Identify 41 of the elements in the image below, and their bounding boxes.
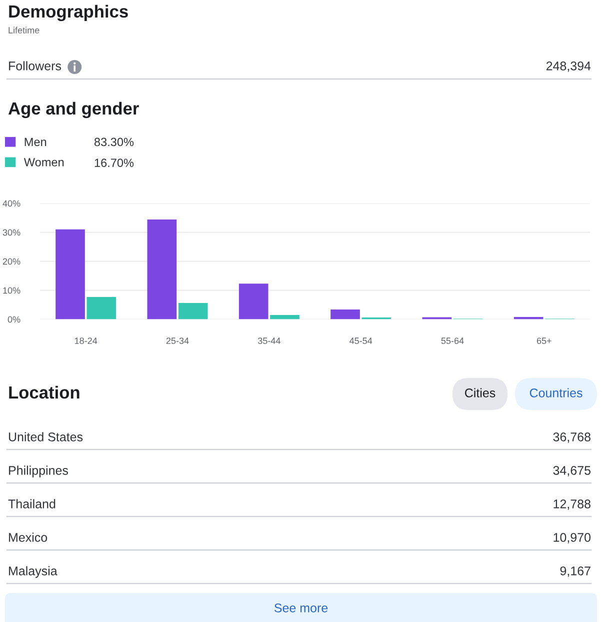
text: Followers <box>9 61 62 70</box>
text: 36,768 <box>553 432 590 443</box>
legend-label: Women <box>24 158 64 166</box>
text: 16.70% <box>94 158 134 168</box>
text: Lifetime <box>8 26 40 34</box>
text: 83.30% <box>94 138 134 146</box>
text: 34,675 <box>553 466 590 476</box>
text: United States <box>8 432 83 442</box>
x-tick-label: 65+ <box>536 338 552 344</box>
text: Location <box>9 386 80 399</box>
bar <box>330 309 360 320</box>
text: Thailand <box>8 499 56 508</box>
x-tick-label: 45-54 <box>349 338 372 344</box>
text: Philippines <box>9 466 68 478</box>
x-tick-label: 35-44 <box>258 338 280 344</box>
bar <box>147 220 177 320</box>
text: Cities <box>465 388 496 398</box>
y-tick-label: 0% <box>8 316 20 323</box>
y-tick-label: 40% <box>2 200 20 207</box>
y-tick-label: 20% <box>2 258 20 265</box>
y-tick-label: 30% <box>2 229 20 236</box>
text: 9,167 <box>560 566 590 577</box>
text: Demographics <box>9 4 128 22</box>
legend-label: Men <box>24 138 46 146</box>
y-tick-label: 10% <box>3 287 20 294</box>
bar <box>178 303 208 320</box>
x-tick-label: 55-64 <box>441 338 464 344</box>
x-tick-label: 18-24 <box>74 338 98 344</box>
chart-title: Age and gender <box>8 102 139 118</box>
text: 248,394 <box>546 62 591 72</box>
x-tick-label: 25-34 <box>166 338 189 344</box>
text: Malaysia <box>9 566 58 578</box>
text: See more <box>274 604 328 612</box>
text: 12,788 <box>554 500 590 510</box>
bar <box>56 229 85 320</box>
text: 10,970 <box>554 533 591 544</box>
text: Mexico <box>9 532 48 542</box>
bar <box>238 284 268 320</box>
bar <box>86 296 116 320</box>
text: Countries <box>530 388 582 398</box>
bar <box>270 314 300 320</box>
